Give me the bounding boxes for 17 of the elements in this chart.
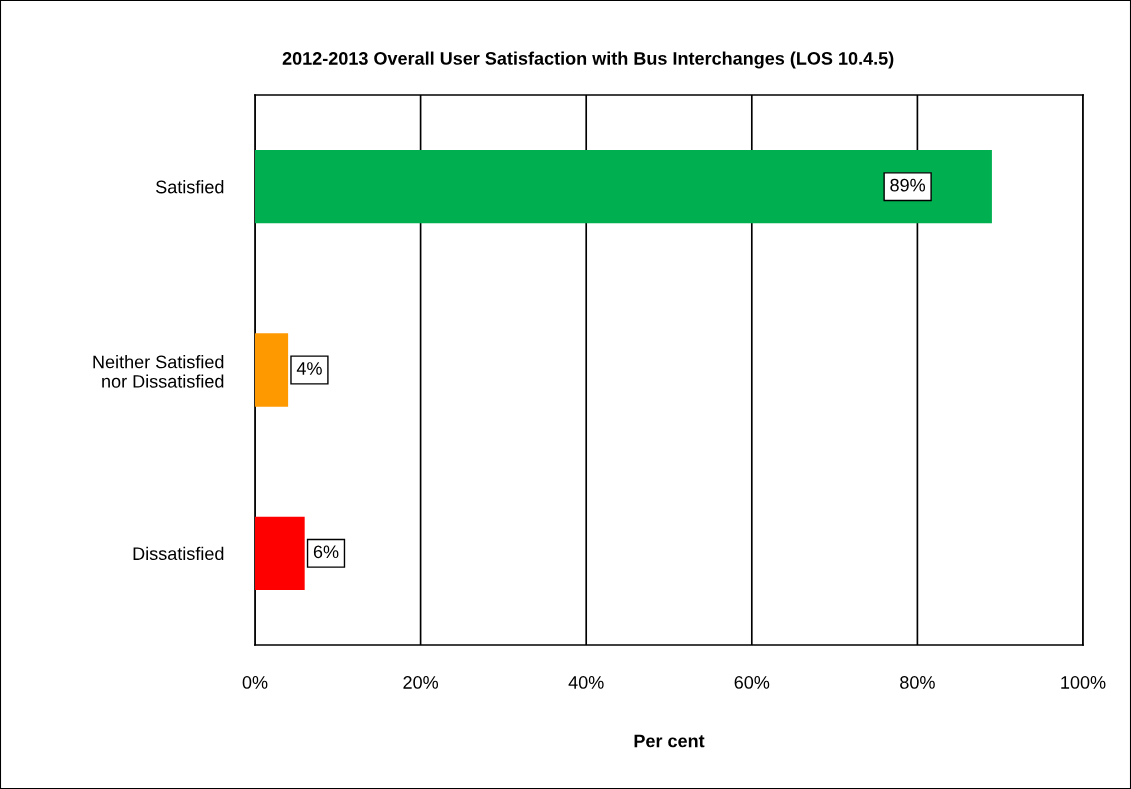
bar	[255, 333, 289, 407]
y-tick-label: Neither Satisfied nor Dissatisfied	[93, 355, 224, 388]
data-label: 6%	[313, 545, 339, 559]
y-tick-label: Satisfied	[156, 180, 224, 194]
x-tick-label: 20%	[403, 676, 439, 689]
data-label: 89%	[890, 178, 926, 192]
x-tick-label: 0%	[242, 676, 268, 689]
chart-title: 2012-2013 Overall User Satisfaction with Bus Interchanges (LOS 10.4.5)	[282, 51, 894, 69]
x-tick-label: 80%	[900, 676, 935, 689]
bar	[255, 516, 305, 590]
x-tick-label: 40%	[568, 676, 604, 689]
data-label: 4%	[296, 362, 322, 375]
x-tick-label: 100%	[1061, 676, 1106, 689]
y-tick-label: Dissatisfied	[133, 546, 224, 561]
x-tick-label: 60%	[734, 676, 770, 689]
bar	[255, 150, 992, 224]
x-axis-title: Per cent	[634, 734, 705, 748]
